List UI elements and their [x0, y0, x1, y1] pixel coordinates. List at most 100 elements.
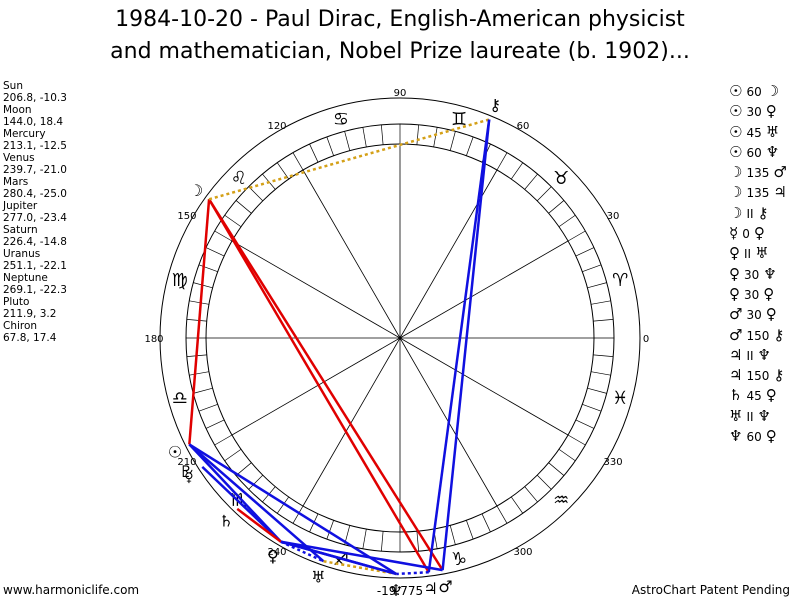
aspect-symbol: II — [744, 247, 752, 262]
aspect-to: ♃ — [773, 183, 787, 202]
aspect-to: ♀ — [765, 102, 777, 121]
planet-entry: Chiron 67.8, 17.4 — [3, 320, 67, 344]
aspect-to: ♀ — [763, 284, 775, 303]
aspect-to: ♀ — [765, 427, 777, 446]
aspect-symbol: 150 — [746, 328, 770, 343]
aspect-from: ☽ — [729, 203, 743, 222]
aspect-from: ☉ — [729, 122, 743, 141]
aspect-line — [188, 443, 325, 563]
planet-entry: Moon 144.0, 18.4 — [3, 104, 67, 128]
aspect-symbol: 45 — [746, 125, 762, 140]
sign-glyph: ♋ — [333, 109, 349, 130]
planet-name: Jupiter — [3, 200, 38, 212]
bottom-value: -19.775 — [377, 584, 423, 598]
aspect-from: ☉ — [729, 82, 743, 100]
aspect-symbol: 135 — [746, 166, 770, 181]
aspect-entry: ☉ 30 ♀ — [729, 102, 787, 122]
ring-tick — [205, 247, 225, 257]
ring-tick — [214, 230, 233, 242]
ring-tick — [575, 419, 595, 429]
ring-tick — [380, 124, 384, 145]
house-line — [399, 240, 569, 339]
ring-tick — [224, 214, 242, 228]
ring-tick — [536, 474, 552, 490]
sign-glyph: ♎ — [172, 388, 188, 409]
aspect-symbol: 60 — [746, 85, 762, 99]
aspect-symbol: 150 — [746, 369, 770, 384]
aspect-from: ☽ — [729, 163, 743, 182]
planet-name: Pluto — [3, 296, 30, 308]
aspect-entry: ☉ 45 ♅ — [729, 123, 787, 143]
ring-tick — [582, 264, 602, 272]
degree-label: 210 — [177, 457, 196, 468]
aspect-symbol: II — [746, 348, 754, 363]
aspect-from: ♂ — [729, 305, 743, 324]
planet-glyph: ⚷ — [489, 96, 501, 115]
ring-tick — [189, 300, 210, 305]
planet-name: Venus — [3, 152, 35, 164]
aspect-from: ♂ — [729, 325, 743, 344]
ring-tick — [582, 404, 602, 412]
aspect-to: ☽ — [765, 82, 780, 100]
aspect-entry: ♆ 60 ♀ — [729, 427, 787, 447]
degree-label: 60 — [517, 121, 530, 132]
planet-entry: Uranus 251.1, -22.1 — [3, 248, 67, 272]
ring-tick — [587, 282, 607, 289]
planet-glyph: ♆ — [389, 581, 403, 600]
planet-coords: 67.8, 17.4 — [3, 332, 57, 344]
aspect-symbol: 30 — [746, 308, 762, 323]
ring-tick — [575, 247, 595, 257]
planet-entry: Saturn 226.4, -14.8 — [3, 224, 67, 248]
ring-tick — [536, 186, 552, 202]
aspect-line — [201, 465, 282, 543]
ring-tick — [449, 131, 456, 151]
sign-glyph: ♈ — [612, 270, 628, 291]
aspect-line — [208, 118, 490, 201]
ring-tick — [344, 131, 351, 151]
title-line: and mathematician, Nobel Prize laureate … — [110, 39, 690, 64]
degree-label: 90 — [394, 88, 407, 99]
ring-tick — [198, 264, 218, 272]
aspect-from: ♀ — [729, 264, 740, 283]
planet-name: Sun — [3, 80, 23, 92]
planet-glyph: ☽ — [189, 181, 203, 200]
degree-label: 120 — [267, 121, 286, 132]
aspect-line — [188, 199, 211, 445]
aspect-from: ♀ — [729, 244, 740, 263]
aspect-to: ♀ — [765, 305, 777, 324]
degree-label: 330 — [603, 457, 622, 468]
aspect-entry: ♀ 30 ♆ — [729, 265, 787, 285]
aspect-to: ♆ — [763, 264, 777, 283]
aspect-symbol: 45 — [746, 389, 762, 404]
aspect-to: ⚷ — [757, 203, 769, 222]
sign-glyph: ♓ — [612, 388, 628, 409]
planet-entry: Neptune 269.1, -22.3 — [3, 272, 67, 296]
aspect-from: ♃ — [729, 345, 743, 364]
planet-coords: 251.1, -22.1 — [3, 260, 67, 272]
planet-name: Chiron — [3, 320, 38, 332]
ring-tick — [380, 531, 384, 552]
ring-tick — [362, 127, 367, 148]
aspect-entry: ♂ 150 ⚷ — [729, 326, 787, 346]
planet-glyph: ♇ — [179, 462, 193, 481]
aspect-line — [396, 570, 429, 576]
aspect-from: ☉ — [729, 102, 743, 121]
sign-glyph: ♑ — [451, 549, 467, 570]
aspect-line — [441, 119, 491, 571]
degree-label: 150 — [177, 211, 196, 222]
planet-coords: 277.0, -23.4 — [3, 212, 67, 224]
aspect-to: ♅ — [765, 122, 780, 141]
ring-tick — [189, 371, 210, 376]
planet-glyph: ☉ — [168, 443, 182, 462]
planet-glyph: ♂ — [438, 577, 452, 596]
planet-coords: 280.4, -25.0 — [3, 188, 67, 200]
aspect-from: ♆ — [729, 427, 743, 446]
aspect-from: ♅ — [729, 406, 743, 425]
ring-tick — [449, 525, 456, 545]
aspect-from: ♄ — [729, 386, 743, 405]
aspect-entry: ☉ 60 ☽ — [729, 82, 787, 102]
title-line: 1984-10-20 - Paul Dirac, English-America… — [115, 7, 685, 32]
aspect-list: ☉ 60 ☽ ☉ 30 ♀ ☉ 45 ♅ ☉ 60 ♆ ☽ 135 ♂ ☽ 135 ♃ ☽ II ⚷ ☿ 0 ♀ ♀ II ♅ ♀ 30… — [729, 82, 787, 447]
